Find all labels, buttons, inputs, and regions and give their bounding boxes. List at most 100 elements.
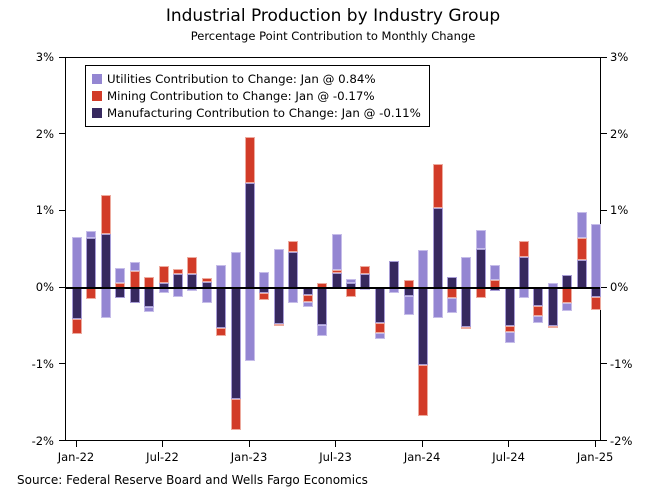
legend-swatch-mining	[92, 90, 102, 101]
bar-segment-mining-Mar-24	[446, 288, 457, 299]
bar-segment-manufacturing-Dec-24	[576, 259, 587, 289]
bar-segment-mining-Nov-24	[562, 288, 573, 304]
x-tick	[162, 441, 164, 447]
chart-subtitle: Percentage Point Contribution to Monthly…	[190, 29, 476, 43]
y-tick-left	[59, 286, 65, 288]
legend-item-manufacturing: Manufacturing Contribution to Change: Ja…	[92, 104, 421, 121]
bar-segment-utilities-Nov-22	[216, 265, 227, 289]
y-axis-label-left: 1%	[35, 203, 54, 218]
y-tick-left	[59, 56, 65, 58]
x-axis-label: Jul-24	[492, 450, 525, 464]
bar-segment-manufacturing-Sep-22	[187, 274, 198, 289]
bar-segment-utilities-Apr-23	[288, 288, 299, 304]
legend-item-mining: Mining Contribution to Change: Jan @ -0.…	[92, 87, 421, 104]
bar-segment-utilities-Nov-23	[389, 288, 400, 293]
bar-segment-utilities-Aug-24	[519, 288, 530, 299]
bar-segment-mining-Jan-23	[245, 137, 256, 184]
bar-segment-manufacturing-Mar-23	[273, 288, 284, 325]
bar-segment-utilities-Jul-23	[331, 234, 342, 270]
bar-segment-manufacturing-Jul-24	[504, 288, 515, 327]
bar-segment-utilities-Jun-22	[144, 307, 155, 312]
y-axis-label-right: 2%	[610, 126, 629, 141]
bar-segment-utilities-Feb-24	[432, 288, 443, 318]
bar-segment-mining-Sep-24	[533, 305, 544, 317]
y-axis-label-left: -2%	[31, 433, 54, 448]
bar-segment-manufacturing-Aug-24	[519, 256, 530, 289]
x-tick	[248, 441, 250, 447]
bar-segment-utilities-Nov-24	[562, 303, 573, 312]
bar-segment-mining-Jan-22	[72, 318, 82, 335]
bar-segment-mining-Feb-24	[432, 163, 443, 208]
y-tick-left	[59, 209, 65, 211]
bar-segment-manufacturing-May-24	[475, 248, 486, 289]
bar-segment-mining-Oct-23	[374, 322, 385, 334]
x-tick	[594, 441, 596, 447]
bar-segment-utilities-Jun-23	[317, 324, 328, 337]
bar-segment-utilities-Apr-22	[115, 268, 126, 284]
x-tick	[421, 441, 423, 447]
bar-segment-manufacturing-Jan-22	[72, 288, 82, 319]
bar-segment-manufacturing-Sep-23	[360, 274, 371, 289]
x-axis-label: Jul-22	[146, 450, 179, 464]
bar-segment-mining-Jul-22	[158, 265, 169, 283]
bar-segment-utilities-Sep-24	[533, 316, 544, 324]
bar-segment-mining-Jan-25	[591, 296, 602, 310]
bar-segment-mining-Mar-22	[100, 194, 111, 235]
bar-segment-mining-Dec-24	[576, 238, 587, 260]
bar-segment-utilities-Mar-23	[273, 248, 284, 289]
bar-segment-mining-Jan-24	[418, 364, 429, 417]
bar-segment-mining-Sep-22	[187, 257, 198, 275]
bar-segment-manufacturing-Feb-22	[86, 238, 97, 289]
bar-segment-manufacturing-Oct-23	[374, 288, 385, 323]
y-axis-label-left: 0%	[35, 280, 54, 295]
bar-segment-mining-Feb-23	[259, 293, 270, 300]
bar-segment-utilities-Mar-22	[100, 288, 111, 318]
y-axis-label-right: 1%	[610, 203, 629, 218]
y-tick-right	[601, 286, 607, 288]
y-axis-label-right: 0%	[610, 280, 629, 295]
bar-segment-utilities-Mar-24	[446, 298, 457, 314]
y-tick-left	[59, 133, 65, 135]
y-axis-label-right: -2%	[610, 433, 633, 448]
bar-segment-manufacturing-Apr-24	[461, 288, 472, 328]
x-tick	[508, 441, 510, 447]
bar-segment-manufacturing-May-22	[129, 288, 140, 303]
bar-segment-manufacturing-Dec-22	[230, 288, 241, 400]
bar-segment-utilities-Oct-23	[374, 333, 385, 339]
legend-swatch-manufacturing	[92, 107, 102, 118]
zero-line	[66, 287, 600, 289]
bar-segment-utilities-Jan-24	[418, 249, 429, 289]
bar-segment-utilities-Apr-24	[461, 257, 472, 289]
bar-segment-manufacturing-Sep-24	[533, 288, 544, 306]
x-axis-label: Jul-23	[319, 450, 352, 464]
bar-segment-mining-May-23	[302, 295, 313, 302]
legend: Utilities Contribution to Change: Jan @ …	[85, 65, 430, 127]
bar-segment-manufacturing-Aug-22	[172, 274, 183, 289]
bar-segment-manufacturing-Nov-22	[216, 288, 227, 328]
bar-segment-utilities-Aug-23	[345, 278, 356, 283]
bar-segment-manufacturing-Apr-23	[288, 252, 299, 289]
bar-segment-manufacturing-Nov-23	[389, 261, 400, 289]
bar-segment-utilities-Jul-22	[158, 288, 169, 294]
x-tick	[75, 441, 77, 447]
bar-segment-utilities-Jan-22	[72, 237, 82, 289]
bar-segment-mining-Jul-23	[331, 269, 342, 273]
bar-segment-utilities-Oct-22	[201, 288, 212, 303]
bar-segment-manufacturing-Jul-23	[331, 272, 342, 289]
bar-segment-mining-Aug-22	[172, 268, 183, 275]
bar-segment-mining-Mar-23	[273, 324, 284, 327]
y-axis-label-left: 2%	[35, 126, 54, 141]
y-axis-label-left: -1%	[31, 356, 54, 371]
bar-segment-utilities-Dec-23	[403, 295, 414, 315]
bar-segment-mining-May-24	[475, 288, 486, 299]
legend-item-utilities: Utilities Contribution to Change: Jan @ …	[92, 70, 421, 87]
legend-swatch-utilities	[92, 73, 102, 84]
bar-segment-utilities-Jan-25	[591, 223, 602, 289]
y-axis-label-right: 3%	[610, 50, 629, 64]
bar-segment-mining-Aug-24	[519, 241, 530, 257]
bar-segment-mining-Nov-22	[216, 327, 227, 336]
bar-segment-mining-Jul-24	[504, 326, 515, 332]
bar-segment-mining-Aug-23	[345, 288, 356, 297]
bar-segment-manufacturing-Mar-22	[100, 234, 111, 289]
